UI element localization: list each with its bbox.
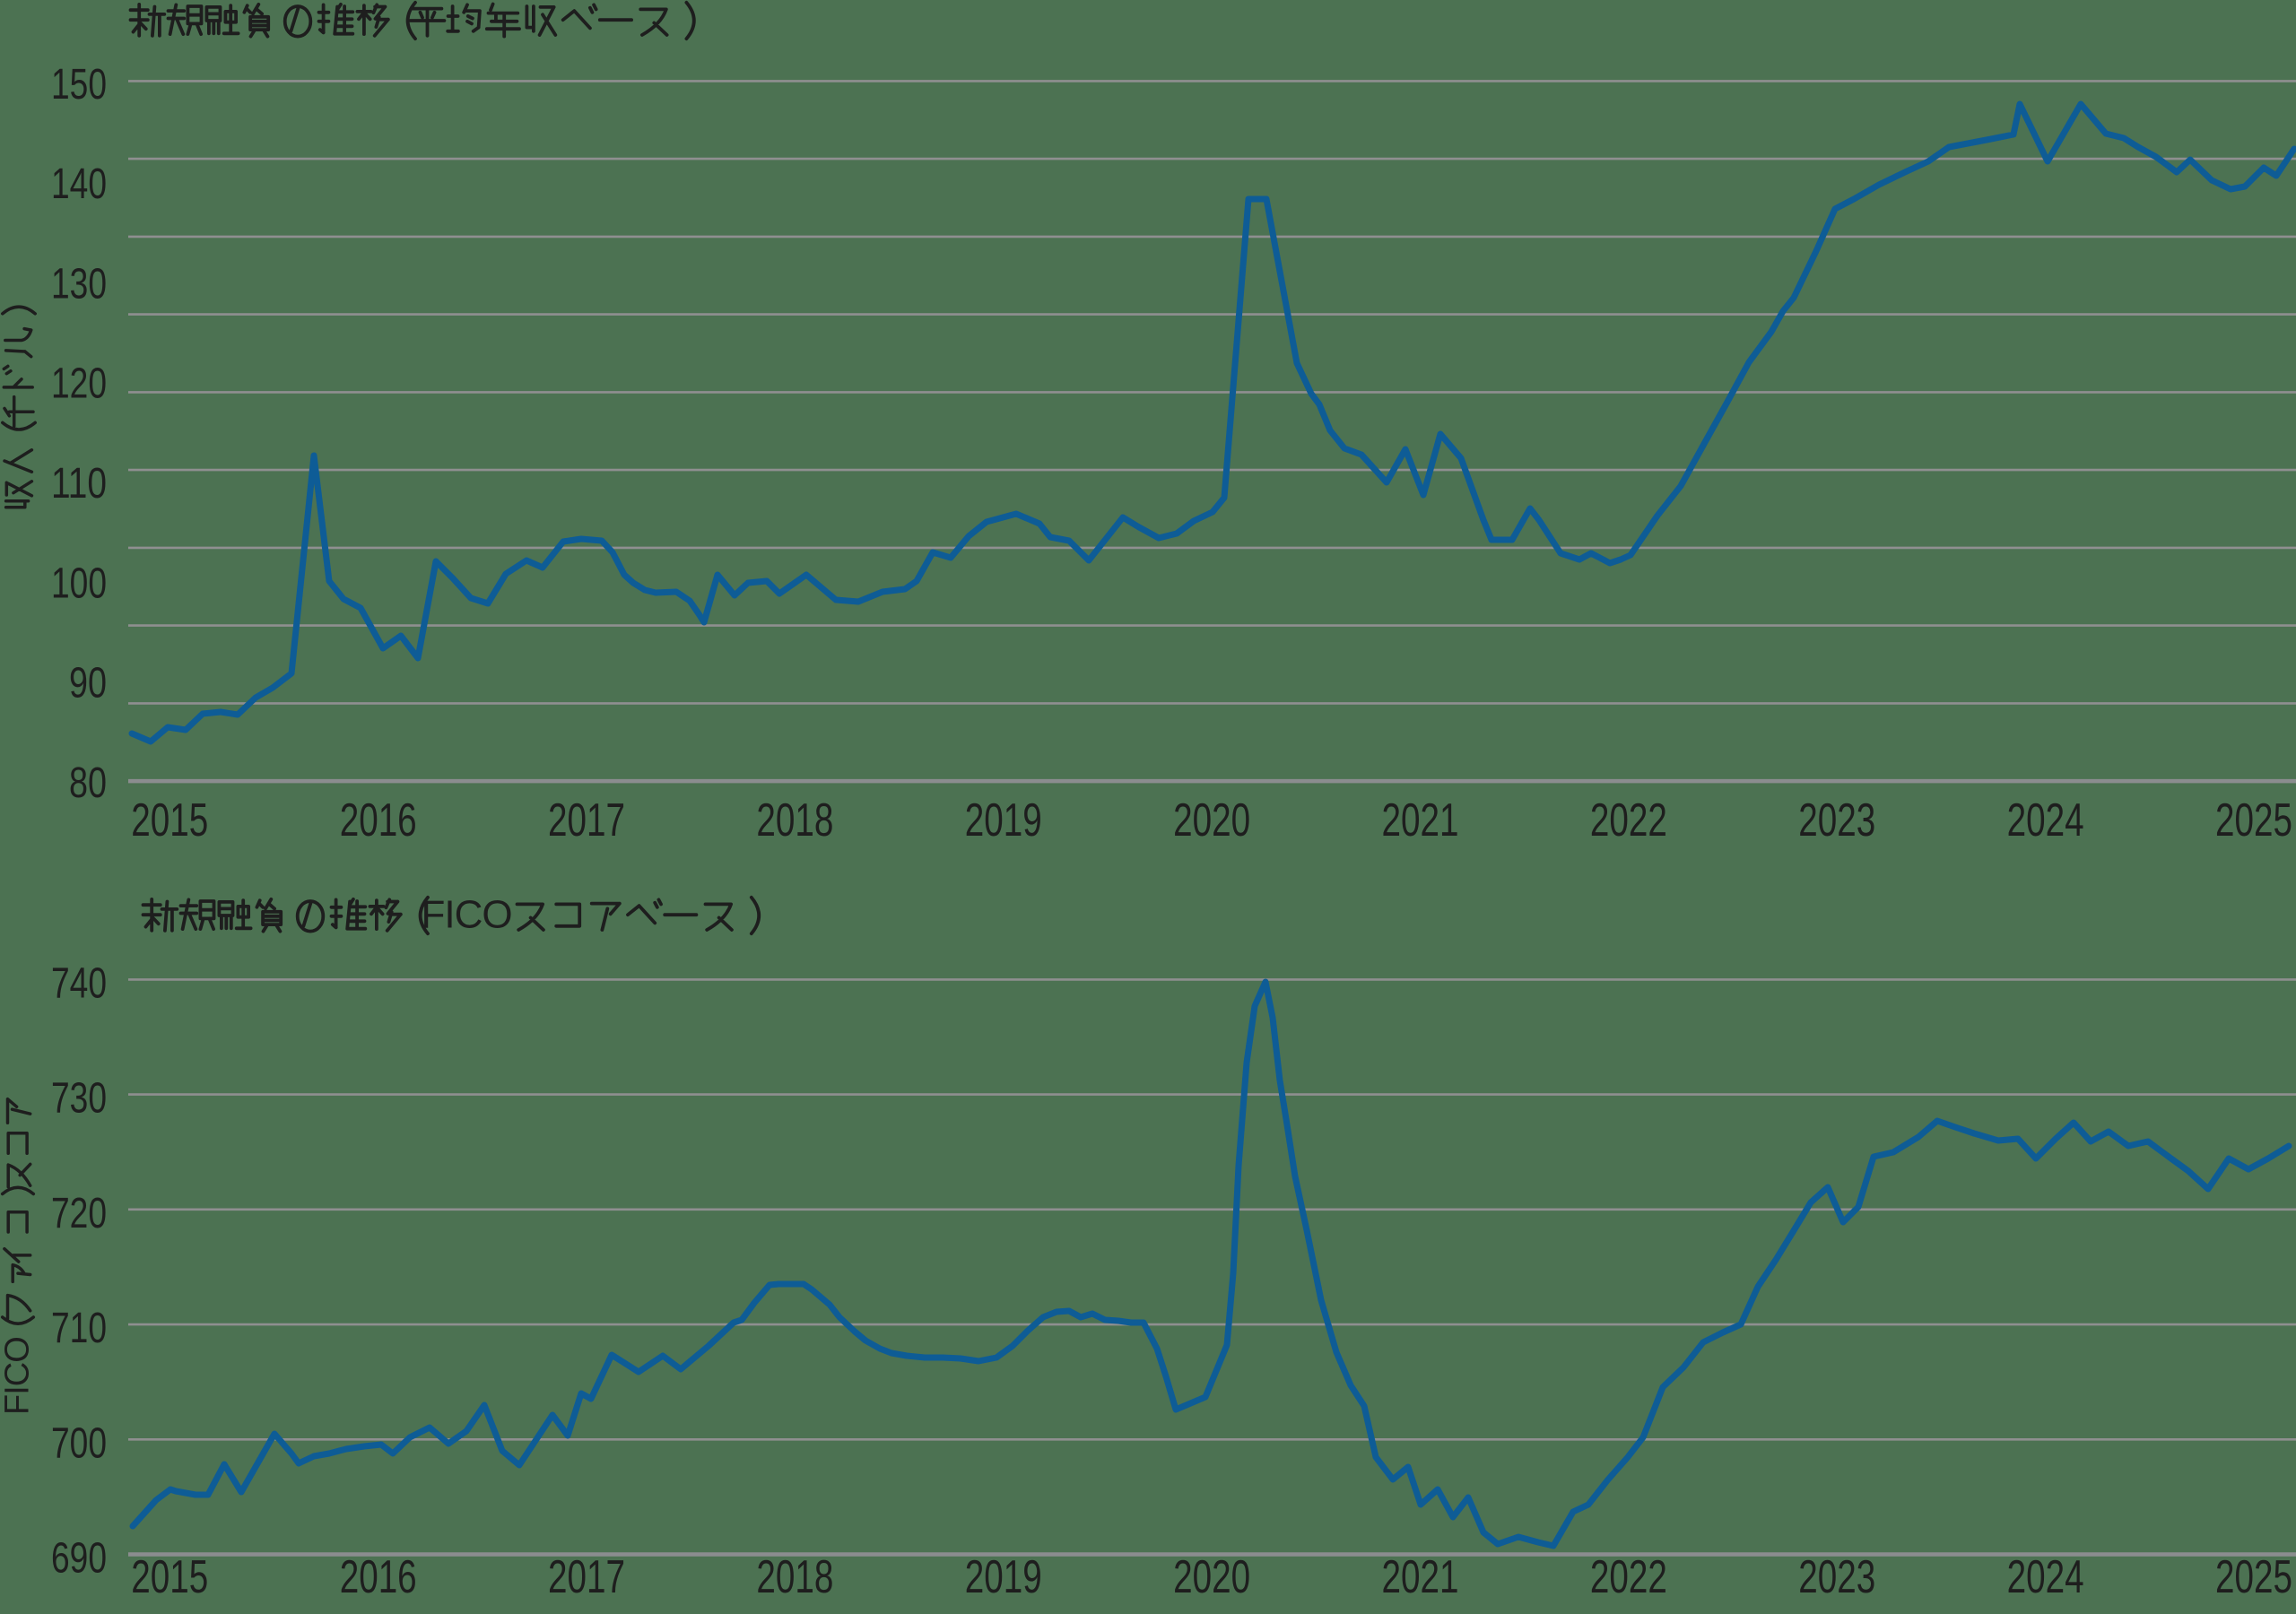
svg-text:2015: 2015 <box>131 1551 208 1603</box>
svg-text:FICO: FICO <box>422 892 512 936</box>
svg-text:2015: 2015 <box>131 794 208 846</box>
svg-text:2022: 2022 <box>1590 794 1667 846</box>
svg-text:730: 730 <box>51 1075 107 1123</box>
svg-text:110: 110 <box>51 460 107 508</box>
svg-text:710: 710 <box>51 1305 107 1352</box>
svg-text:2023: 2023 <box>1798 794 1875 846</box>
svg-text:2016: 2016 <box>340 794 417 846</box>
svg-text:2021: 2021 <box>1382 1551 1459 1603</box>
svg-text:130: 130 <box>51 260 107 308</box>
svg-text:2018: 2018 <box>756 1551 833 1603</box>
svg-text:2025: 2025 <box>2215 1551 2292 1603</box>
svg-text:2019: 2019 <box>965 794 1042 846</box>
svg-text:2019: 2019 <box>965 1551 1042 1603</box>
svg-text:2018: 2018 <box>756 794 833 846</box>
svg-text:700: 700 <box>51 1419 107 1467</box>
svg-text:2017: 2017 <box>548 1551 625 1603</box>
svg-text:2024: 2024 <box>2007 794 2084 846</box>
svg-text:80: 80 <box>69 759 107 807</box>
svg-text:740: 740 <box>51 959 107 1007</box>
svg-text:150: 150 <box>51 61 107 108</box>
svg-text:FICO: FICO <box>0 1337 37 1415</box>
svg-text:2022: 2022 <box>1590 1551 1667 1603</box>
svg-text:100: 100 <box>51 560 107 607</box>
svg-text:140: 140 <box>51 161 107 208</box>
svg-text:90: 90 <box>69 660 107 707</box>
svg-text:2016: 2016 <box>340 1551 417 1603</box>
svg-text:120: 120 <box>51 360 107 408</box>
svg-text:2023: 2023 <box>1798 1551 1875 1603</box>
svg-text:2020: 2020 <box>1173 1551 1250 1603</box>
svg-text:690: 690 <box>51 1535 107 1583</box>
svg-text:2025: 2025 <box>2215 794 2292 846</box>
svg-text:2024: 2024 <box>2007 1551 2084 1603</box>
svg-text:720: 720 <box>51 1190 107 1237</box>
svg-text:2017: 2017 <box>548 794 625 846</box>
svg-text:2021: 2021 <box>1382 794 1459 846</box>
svg-text:2020: 2020 <box>1173 794 1250 846</box>
